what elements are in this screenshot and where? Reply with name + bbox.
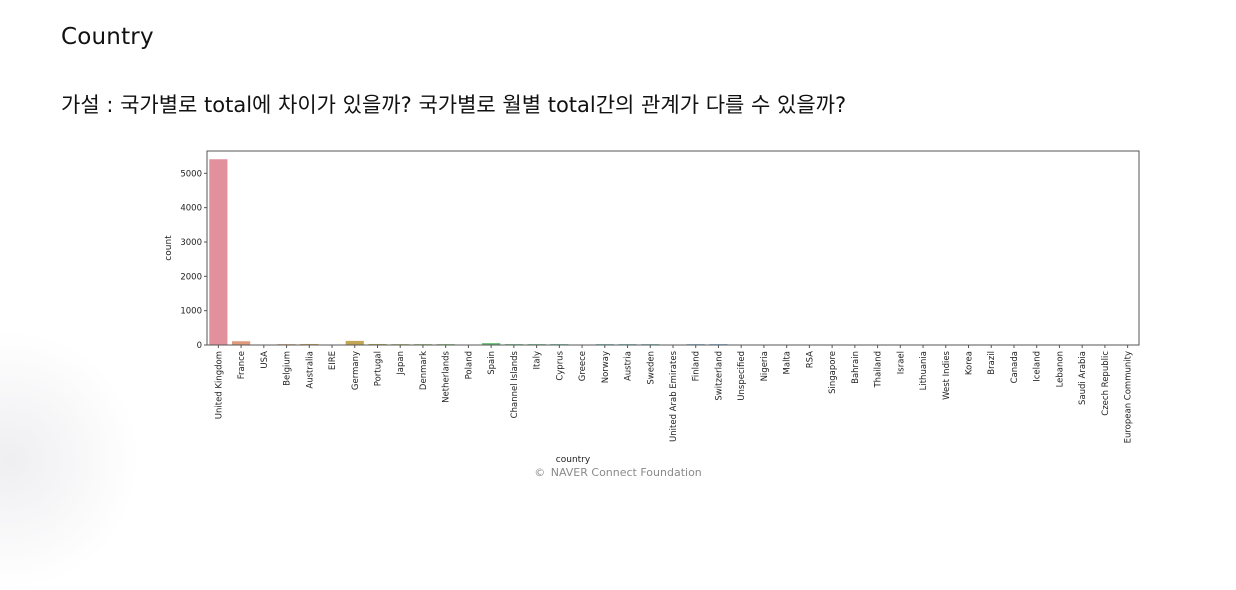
x-tick-label: Bahrain bbox=[851, 351, 861, 384]
x-tick-label: Korea bbox=[965, 351, 975, 375]
x-tick-label: Greece bbox=[578, 351, 588, 381]
y-tick-label: 4000 bbox=[180, 204, 202, 214]
y-axis: 0 1000 2000 3000 4000 5000 bbox=[180, 169, 207, 351]
y-tick-label: 2000 bbox=[180, 272, 202, 282]
x-tick-label: Malta bbox=[783, 351, 793, 374]
x-tick-label: Saudi Arabia bbox=[1078, 351, 1088, 405]
x-tick-label: Lithuania bbox=[919, 351, 929, 390]
x-tick-label: Belgium bbox=[283, 351, 293, 386]
y-tick-label: 5000 bbox=[180, 169, 202, 179]
x-tick-label: Canada bbox=[1010, 351, 1020, 383]
x-tick-label: Cyprus bbox=[555, 350, 565, 380]
x-tick-label: United Arab Emirates bbox=[669, 350, 679, 442]
y-tick-label: 1000 bbox=[180, 307, 202, 317]
y-tick-label: 0 bbox=[197, 341, 202, 351]
x-tick-label: Poland bbox=[464, 351, 474, 379]
x-tick-label: Japan bbox=[396, 351, 406, 376]
x-tick-label: Australia bbox=[305, 351, 315, 389]
x-axis-label: country bbox=[556, 455, 591, 465]
x-tick-label: Switzerland bbox=[714, 351, 724, 401]
x-axis: United Kingdom France USA Belgium Australia E… bbox=[214, 345, 1133, 443]
country-count-bar-chart: 0 1000 2000 3000 4000 5000 United Kingdom Fran… bbox=[0, 0, 1236, 514]
x-tick-label: Channel Islands bbox=[510, 350, 520, 418]
x-tick-label: United Kingdom bbox=[214, 351, 224, 419]
x-tick-label: European Community bbox=[1124, 351, 1134, 443]
x-tick-label: Austria bbox=[624, 351, 634, 381]
x-tick-label: West Indies bbox=[942, 350, 952, 399]
x-tick-label: Singapore bbox=[828, 351, 838, 394]
copyright-icon: © bbox=[534, 466, 545, 479]
x-tick-label: France bbox=[237, 351, 247, 379]
x-tick-label: Italy bbox=[533, 351, 543, 369]
x-tick-label: Thailand bbox=[874, 351, 884, 389]
bar-france bbox=[232, 341, 250, 345]
bar-germany bbox=[346, 341, 364, 345]
x-tick-label: EIRE bbox=[328, 351, 338, 370]
x-tick-label: Brazil bbox=[987, 351, 997, 375]
x-tick-label: Nigeria bbox=[760, 351, 770, 381]
x-tick-label: Finland bbox=[692, 351, 702, 381]
x-tick-label: Lebanon bbox=[1055, 351, 1065, 387]
x-tick-label: Sweden bbox=[646, 351, 656, 385]
x-tick-label: Norway bbox=[601, 351, 611, 383]
plot-frame bbox=[207, 151, 1139, 345]
x-tick-label: Denmark bbox=[419, 351, 429, 390]
x-tick-label: Czech Republic bbox=[1101, 351, 1111, 416]
bar-united-kingdom bbox=[209, 159, 227, 345]
x-tick-label: Israel bbox=[896, 351, 906, 374]
y-axis-label: count bbox=[164, 235, 174, 261]
footer-text: NAVER Connect Foundation bbox=[551, 466, 702, 479]
x-tick-label: Netherlands bbox=[442, 350, 452, 402]
x-tick-label: Iceland bbox=[1033, 351, 1043, 382]
x-tick-label: Unspecified bbox=[737, 351, 747, 401]
footer: © NAVER Connect Foundation bbox=[0, 466, 1236, 479]
x-tick-label: Portugal bbox=[373, 351, 383, 386]
x-tick-label: RSA bbox=[805, 351, 815, 368]
y-tick-label: 3000 bbox=[180, 238, 202, 248]
x-tick-label: Spain bbox=[487, 351, 497, 375]
bars-group bbox=[209, 159, 1136, 345]
x-tick-label: Germany bbox=[351, 351, 361, 390]
x-tick-label: USA bbox=[260, 351, 270, 369]
